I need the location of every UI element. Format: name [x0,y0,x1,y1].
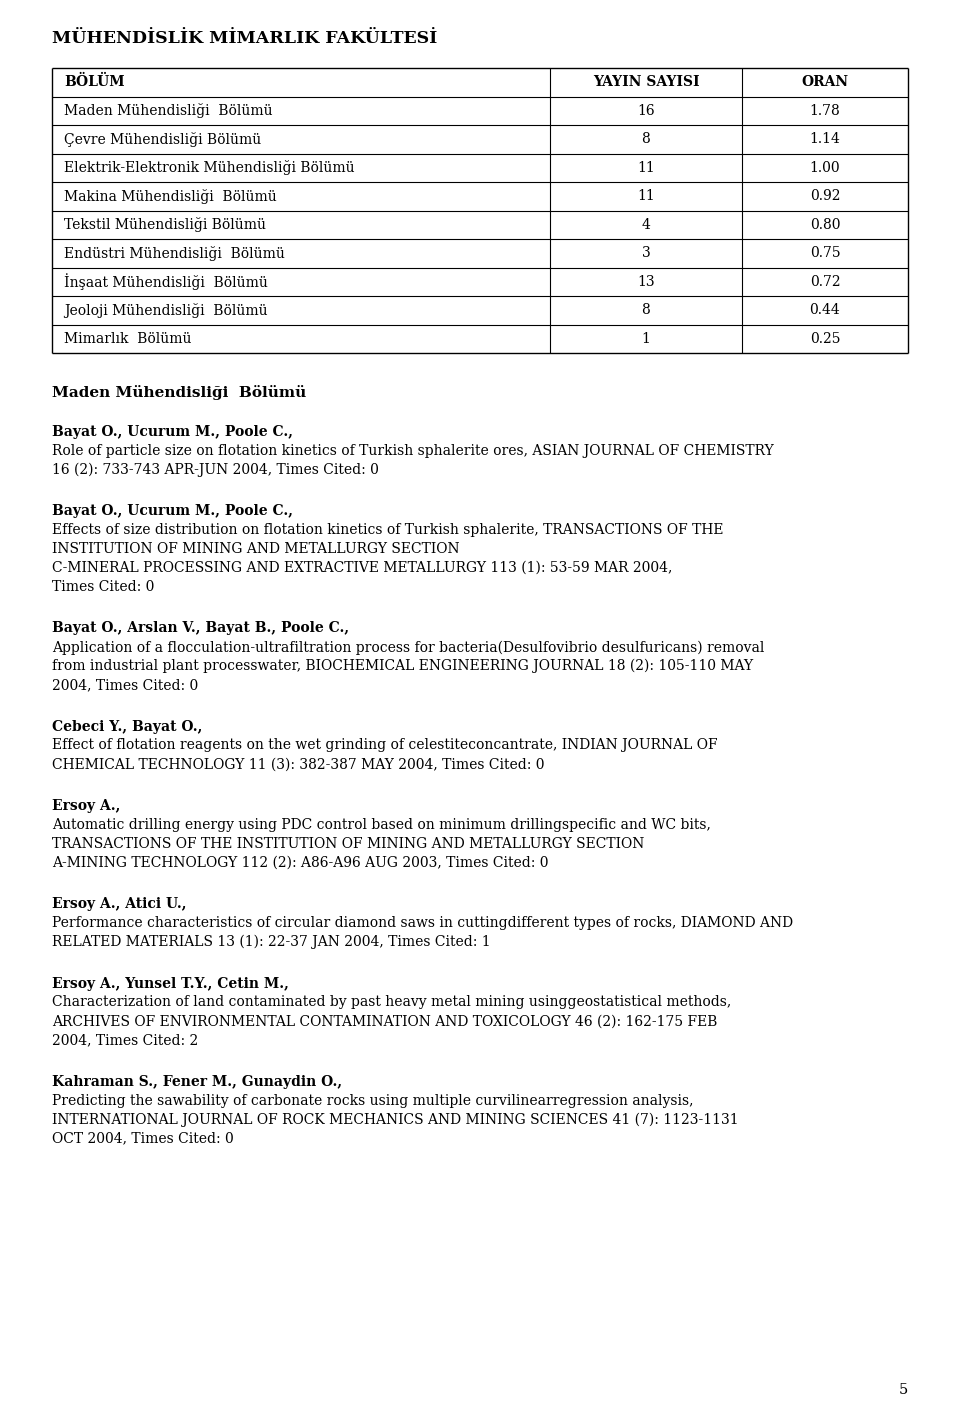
Text: Bayat O., Arslan V., Bayat B., Poole C.,: Bayat O., Arslan V., Bayat B., Poole C., [52,621,349,636]
Text: MÜHENDİSLİK MİMARLIK FAKÜLTESİ: MÜHENDİSLİK MİMARLIK FAKÜLTESİ [52,30,437,47]
Text: 11: 11 [637,190,655,204]
Text: 1.00: 1.00 [809,161,840,175]
Text: ARCHIVES OF ENVIRONMENTAL CONTAMINATION AND TOXICOLOGY 46 (2): 162-175 FEB: ARCHIVES OF ENVIRONMENTAL CONTAMINATION … [52,1015,717,1029]
Text: Characterization of land contaminated by past heavy metal mining usinggeostatist: Characterization of land contaminated by… [52,996,732,1009]
Text: Elektrik-Elektronik Mühendisliği Bölümü: Elektrik-Elektronik Mühendisliği Bölümü [64,160,354,175]
Text: Performance characteristics of circular diamond saws in cuttingdifferent types o: Performance characteristics of circular … [52,916,793,931]
Text: Automatic drilling energy using PDC control based on minimum drillingspecific an: Automatic drilling energy using PDC cont… [52,818,710,832]
Text: Makina Mühendisliği  Bölümü: Makina Mühendisliği Bölümü [64,188,276,204]
Text: Times Cited: 0: Times Cited: 0 [52,580,155,594]
Text: Predicting the sawability of carbonate rocks using multiple curvilinearregressio: Predicting the sawability of carbonate r… [52,1093,693,1107]
Text: Kahraman S., Fener M., Gunaydin O.,: Kahraman S., Fener M., Gunaydin O., [52,1074,342,1089]
Text: 13: 13 [637,275,655,289]
Text: Cebeci Y., Bayat O.,: Cebeci Y., Bayat O., [52,720,203,734]
Text: OCT 2004, Times Cited: 0: OCT 2004, Times Cited: 0 [52,1131,233,1146]
Text: Application of a flocculation-ultrafiltration process for bacteria(Desulfovibrio: Application of a flocculation-ultrafiltr… [52,640,764,654]
Text: 2004, Times Cited: 2: 2004, Times Cited: 2 [52,1033,199,1047]
Text: 1.78: 1.78 [809,104,840,118]
Text: 0.72: 0.72 [809,275,840,289]
Text: 8: 8 [641,304,650,318]
Text: 8: 8 [641,133,650,147]
Text: 2004, Times Cited: 0: 2004, Times Cited: 0 [52,678,199,691]
Text: TRANSACTIONS OF THE INSTITUTION OF MINING AND METALLURGY SECTION: TRANSACTIONS OF THE INSTITUTION OF MININ… [52,836,644,851]
Text: Bayat O., Ucurum M., Poole C.,: Bayat O., Ucurum M., Poole C., [52,425,293,439]
Text: 0.92: 0.92 [809,190,840,204]
Text: 16 (2): 733-743 APR-JUN 2004, Times Cited: 0: 16 (2): 733-743 APR-JUN 2004, Times Cite… [52,463,379,477]
Text: 0.25: 0.25 [809,332,840,346]
Text: 0.80: 0.80 [809,218,840,232]
Text: 16: 16 [637,104,655,118]
Text: CHEMICAL TECHNOLOGY 11 (3): 382-387 MAY 2004, Times Cited: 0: CHEMICAL TECHNOLOGY 11 (3): 382-387 MAY … [52,757,544,771]
Text: Maden Mühendisliği  Bölümü: Maden Mühendisliği Bölümü [64,103,273,118]
Text: BÖLÜM: BÖLÜM [64,76,125,90]
Text: Tekstil Mühendisliği Bölümü: Tekstil Mühendisliği Bölümü [64,217,266,232]
Text: YAYIN SAYISI: YAYIN SAYISI [592,76,699,90]
Text: 0.75: 0.75 [809,247,840,261]
Text: 1: 1 [641,332,651,346]
Text: 1.14: 1.14 [809,133,840,147]
Text: Bayat O., Ucurum M., Poole C.,: Bayat O., Ucurum M., Poole C., [52,504,293,519]
Text: C-MINERAL PROCESSING AND EXTRACTIVE METALLURGY 113 (1): 53-59 MAR 2004,: C-MINERAL PROCESSING AND EXTRACTIVE META… [52,561,672,574]
Text: Effect of flotation reagents on the wet grinding of celestiteconcantrate, INDIAN: Effect of flotation reagents on the wet … [52,738,718,752]
Text: ORAN: ORAN [802,76,849,90]
Text: 0.44: 0.44 [809,304,840,318]
Text: Jeoloji Mühendisliği  Bölümü: Jeoloji Mühendisliği Bölümü [64,302,268,318]
Text: Çevre Mühendisliği Bölümü: Çevre Mühendisliği Bölümü [64,131,261,147]
Text: Endüstri Mühendisliği  Bölümü: Endüstri Mühendisliği Bölümü [64,245,285,261]
Text: Effects of size distribution on flotation kinetics of Turkish sphalerite, TRANSA: Effects of size distribution on flotatio… [52,523,724,537]
Text: INSTITUTION OF MINING AND METALLURGY SECTION: INSTITUTION OF MINING AND METALLURGY SEC… [52,542,460,556]
Text: Mimarlık  Bölümü: Mimarlık Bölümü [64,332,191,346]
Text: Maden Mühendisliği  Bölümü: Maden Mühendisliği Bölümü [52,385,306,400]
Text: 3: 3 [641,247,650,261]
Text: A-MINING TECHNOLOGY 112 (2): A86-A96 AUG 2003, Times Cited: 0: A-MINING TECHNOLOGY 112 (2): A86-A96 AUG… [52,855,548,869]
Text: İnşaat Mühendisliği  Bölümü: İnşaat Mühendisliği Bölümü [64,274,268,291]
Text: Ersoy A., Yunsel T.Y., Cetin M.,: Ersoy A., Yunsel T.Y., Cetin M., [52,976,289,990]
Text: INTERNATIONAL JOURNAL OF ROCK MECHANICS AND MINING SCIENCES 41 (7): 1123-1131: INTERNATIONAL JOURNAL OF ROCK MECHANICS … [52,1113,738,1127]
Text: from industrial plant processwater, BIOCHEMICAL ENGINEERING JOURNAL 18 (2): 105-: from industrial plant processwater, BIOC… [52,658,754,674]
Text: 11: 11 [637,161,655,175]
Text: Ersoy A., Atici U.,: Ersoy A., Atici U., [52,898,186,911]
Text: 4: 4 [641,218,651,232]
Text: 5: 5 [899,1384,908,1396]
Text: Ersoy A.,: Ersoy A., [52,799,120,814]
Text: Role of particle size on flotation kinetics of Turkish sphalerite ores, ASIAN JO: Role of particle size on flotation kinet… [52,443,774,457]
Text: RELATED MATERIALS 13 (1): 22-37 JAN 2004, Times Cited: 1: RELATED MATERIALS 13 (1): 22-37 JAN 2004… [52,935,491,949]
